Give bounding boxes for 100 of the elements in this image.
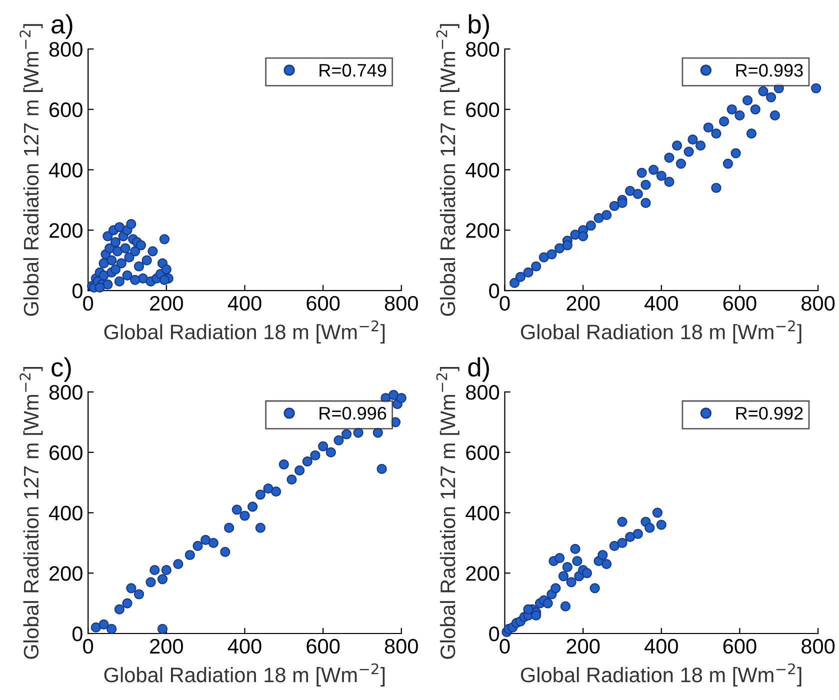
point [531, 610, 542, 620]
point [396, 392, 406, 404]
point [146, 577, 156, 588]
point [722, 158, 734, 169]
y-axis-title: Global Radiation 127 m [Wm$^{−2}$] [20, 367, 43, 659]
legend-label: R=0.749 [320, 64, 386, 77]
point [546, 249, 557, 260]
point [542, 598, 553, 608]
point [110, 264, 121, 274]
point [255, 522, 266, 533]
point [294, 465, 305, 476]
point [632, 528, 643, 539]
x-tick-label: 800 [802, 296, 835, 311]
point [110, 237, 121, 248]
point [248, 502, 258, 512]
point [310, 450, 320, 460]
y-tick-label: 400 [48, 506, 82, 520]
y-tick-label: 800 [49, 384, 82, 400]
point [341, 429, 352, 440]
point [609, 200, 620, 212]
point [157, 624, 168, 634]
y-tick-label: 200 [50, 223, 82, 238]
point [134, 589, 144, 600]
point [640, 180, 651, 190]
point [602, 559, 612, 570]
point [376, 464, 387, 474]
y-tick-label: 400 [466, 162, 500, 178]
point [617, 538, 628, 548]
x-axis-title: Global Radiation 18 m [Wm$^{−2}$] [104, 320, 385, 344]
point [656, 520, 666, 530]
point [200, 534, 211, 545]
point [98, 619, 109, 630]
x-tick-label: 600 [723, 296, 756, 311]
point [718, 116, 730, 127]
point [173, 559, 184, 570]
point [730, 148, 741, 158]
chart-title: b) [468, 14, 489, 39]
point [122, 270, 132, 280]
y-tick-label: 200 [466, 223, 500, 238]
x-tick-label: 800 [384, 296, 418, 311]
point [625, 186, 636, 196]
y-tick-label: 600 [466, 445, 500, 460]
point [684, 146, 694, 157]
point [750, 104, 760, 114]
point [106, 624, 117, 634]
legend-label: R=0.993 [736, 64, 803, 77]
point [184, 550, 195, 560]
x-tick-label: 0 [83, 638, 94, 654]
point [106, 255, 117, 266]
point [515, 272, 526, 282]
point [562, 240, 572, 250]
point [302, 456, 312, 466]
point [742, 95, 753, 106]
point [94, 282, 105, 293]
x-tick-label: 400 [644, 638, 678, 654]
point [554, 552, 565, 564]
point [640, 198, 651, 208]
point [98, 270, 109, 280]
point [652, 508, 663, 518]
x-tick-label: 0 [500, 296, 510, 311]
point [130, 246, 140, 256]
point [126, 583, 136, 594]
point [102, 231, 113, 242]
point [531, 261, 542, 272]
x-axis-title: Global Radiation 18 m [Wm$^{−2}$] [520, 663, 802, 686]
point [644, 522, 655, 533]
point [636, 168, 647, 178]
point [656, 170, 666, 181]
point [598, 550, 608, 560]
point [134, 261, 144, 272]
y-tick-label: 800 [466, 384, 500, 400]
point [572, 556, 582, 566]
point [578, 231, 588, 242]
legend-label: R=0.996 [320, 406, 386, 420]
x-tick-label: 400 [644, 296, 678, 311]
point [770, 110, 780, 120]
point [609, 540, 620, 551]
x-tick-label: 600 [306, 638, 340, 654]
point [734, 110, 745, 120]
x-tick-label: 200 [150, 296, 183, 311]
x-axis-title: Global Radiation 18 m [Wm$^{−2}$] [520, 320, 802, 344]
point [148, 246, 158, 256]
point [136, 240, 146, 250]
y-tick-label: 0 [72, 626, 82, 642]
point [560, 601, 571, 612]
point [538, 252, 549, 262]
point [550, 583, 561, 594]
point [278, 459, 289, 470]
chart-title: a) [52, 14, 72, 39]
x-tick-label: 400 [228, 296, 262, 311]
point [208, 538, 218, 548]
y-axis-title: Global Radiation 127 m [Wm$^{−2}$] [20, 24, 43, 316]
point [664, 152, 674, 163]
x-tick-label: 600 [306, 296, 340, 311]
y-tick-label: 200 [50, 566, 82, 581]
point [120, 243, 130, 254]
point [558, 571, 569, 582]
point [388, 390, 399, 400]
point [161, 565, 172, 576]
point [150, 565, 160, 576]
